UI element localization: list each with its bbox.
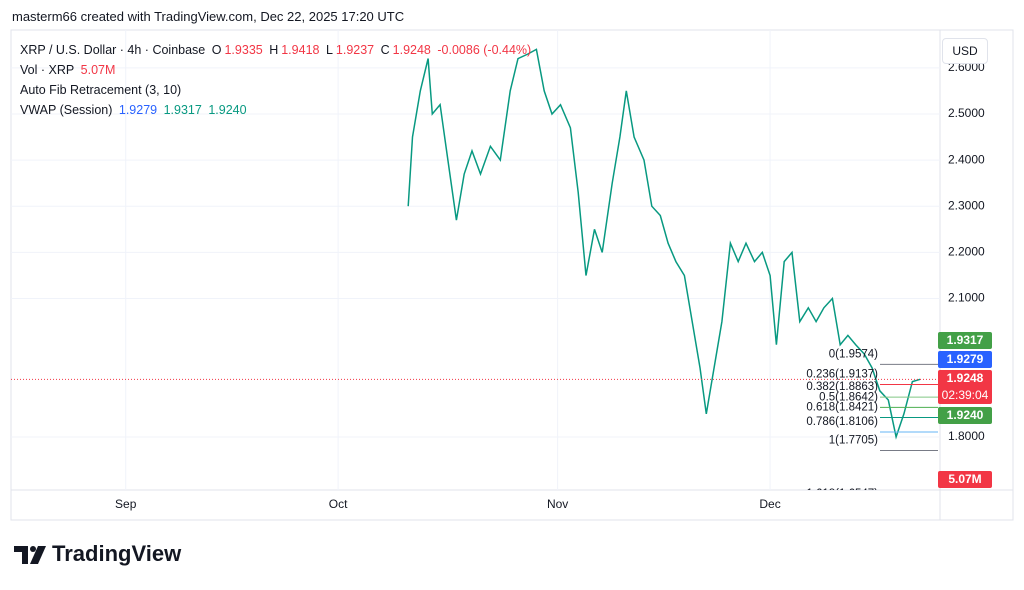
fib-label: 0(1.9574) [829, 348, 878, 360]
fib-label: 1.618(1.6547) [806, 488, 878, 500]
price-tag-text: 1.9240 [946, 408, 984, 422]
c-label: C [380, 43, 390, 57]
plot-area: 0(1.9574) 0.236(1.9137)0.382(1.8863)0.5(1… [11, 30, 940, 500]
fib-label: 1(1.7705) [829, 435, 878, 447]
fib-label: 0.618(1.8421) [806, 402, 878, 414]
vwap-value: 1.9279 [118, 103, 158, 117]
vwap-value: 1.9317 [163, 103, 202, 117]
price-line [407, 48, 921, 440]
fib-label: 0.786(1.8106) [806, 416, 878, 428]
legend-row: XRP / U.S. Dollar · 4h · Coinbase O 1.933… [20, 40, 534, 60]
x-tick-label: Sep [115, 497, 137, 511]
vwap-value: 1.9240 [208, 103, 247, 117]
price-tag: 1.9279 [938, 351, 992, 368]
currency-button[interactable]: USD [942, 38, 988, 64]
h-label: H [269, 43, 279, 57]
y-tick-label: 2.5000 [948, 106, 985, 120]
price-tag-text: 5.07M [948, 472, 982, 486]
fib-label: 0.382(1.8863) [806, 381, 878, 393]
vwap-label: VWAP (Session) [20, 103, 113, 117]
x-tick-label: Oct [329, 497, 348, 511]
open: 1.9335 [224, 43, 263, 57]
low: 1.9237 [335, 43, 375, 57]
brand-logo [14, 546, 46, 564]
volume: 5.07M [80, 63, 116, 77]
x-tick-label: Dec [759, 497, 780, 511]
legend-row: Auto Fib Retracement (3, 10) [20, 80, 534, 100]
chart-frame [10, 29, 1014, 521]
price-tag: 1.9248 02:39:04 [938, 370, 992, 404]
y-tick-label: 2.2000 [948, 245, 985, 259]
x-tick-label: Nov [547, 497, 568, 511]
symbol: XRP / U.S. Dollar · 4h · Coinbase [20, 43, 206, 57]
price-tag-text: 1.9279 [946, 352, 984, 366]
credit: masterm66 created with TradingView.com, … [12, 9, 405, 24]
high: 1.9418 [281, 43, 320, 57]
fib-label: 0.5(1.8642) [819, 391, 878, 403]
y-tick-label: 2.3000 [948, 198, 985, 212]
y-tick-label: 2.1000 [948, 291, 985, 305]
price-tag-text: 1.9248 [946, 371, 984, 385]
legend-row: VWAP (Session) 1.9279 1.9317 1.9240 [20, 100, 534, 120]
price-tag-timer: 02:39:04 [941, 388, 989, 402]
brand-name: TradingView [52, 541, 182, 566]
price-tag-text: 1.9317 [946, 333, 984, 347]
l-label: L [325, 43, 333, 57]
price-tag: 1.9317 [938, 332, 992, 349]
fib-label: 0.236(1.9137) [806, 369, 878, 381]
change: -0.0086 (-0.44%) [437, 43, 532, 57]
o-label: O [211, 43, 222, 57]
price-tag: 5.07M [938, 471, 992, 488]
close: 1.9248 [392, 43, 431, 57]
y-tick-label: 2.4000 [948, 152, 985, 166]
y-tick-label: 1.8000 [948, 429, 985, 443]
price-tag: 1.9240 [938, 407, 992, 424]
fib-indicator: Auto Fib Retracement (3, 10) [20, 83, 182, 97]
legend-row: Vol · XRP 5.07M [20, 60, 534, 80]
vol-label: Vol · XRP [20, 63, 75, 77]
legend: XRP / U.S. Dollar · 4h · Coinbase O 1.933… [20, 40, 534, 120]
